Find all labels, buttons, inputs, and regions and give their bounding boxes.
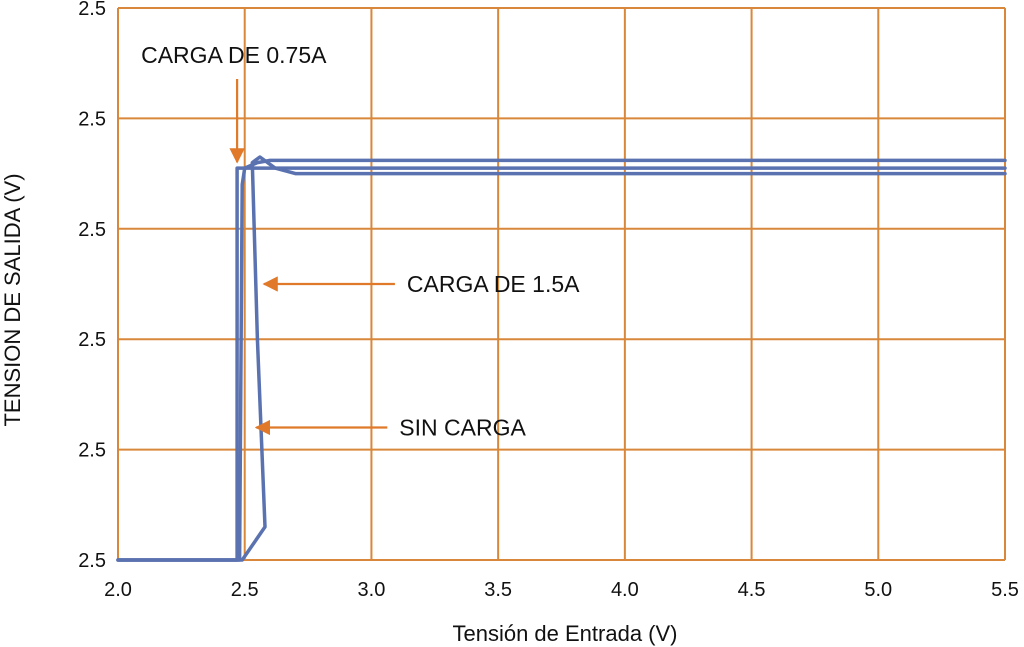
series-line-3: [116, 155, 1007, 562]
y-tick-label: 2.5: [78, 219, 106, 241]
x-tick-label: 3.0: [358, 579, 386, 601]
x-tick-label: 5.0: [864, 579, 892, 601]
series-line-2: [116, 158, 1007, 562]
y-axis-title: TENSION DE SALIDA (V): [0, 173, 25, 426]
x-axis-ticks: 2.0 2.5 3.0 3.5 4.0 4.5 5.0 5.5: [104, 579, 1019, 601]
x-tick-label: 5.5: [991, 579, 1019, 601]
x-tick-label: 2.0: [104, 579, 132, 601]
series-group: [116, 155, 1007, 562]
annotation-label: CARGA DE 0.75A: [141, 42, 327, 68]
y-tick-label: 2.5: [78, 550, 106, 572]
x-tick-label: 3.5: [484, 579, 512, 601]
x-tick-label: 4.5: [738, 579, 766, 601]
annotations: CARGA DE 0.75A CARGA DE 1.5A SIN CARGA: [141, 42, 580, 441]
annotation-label: SIN CARGA: [399, 415, 526, 441]
series-line-1: [116, 166, 1007, 562]
x-tick-label: 2.5: [231, 579, 259, 601]
x-tick-label: 4.0: [611, 579, 639, 601]
annotation-label: CARGA DE 1.5A: [407, 271, 580, 297]
y-tick-label: 2.5: [78, 0, 106, 20]
y-axis-ticks: 2.5 2.5 2.5 2.5 2.5 2.5: [78, 0, 106, 572]
y-tick-label: 2.5: [78, 108, 106, 130]
y-tick-label: 2.5: [78, 329, 106, 351]
grid: [117, 7, 1006, 561]
y-tick-label: 2.5: [78, 440, 106, 462]
x-axis-title: Tensión de Entrada (V): [452, 621, 677, 646]
